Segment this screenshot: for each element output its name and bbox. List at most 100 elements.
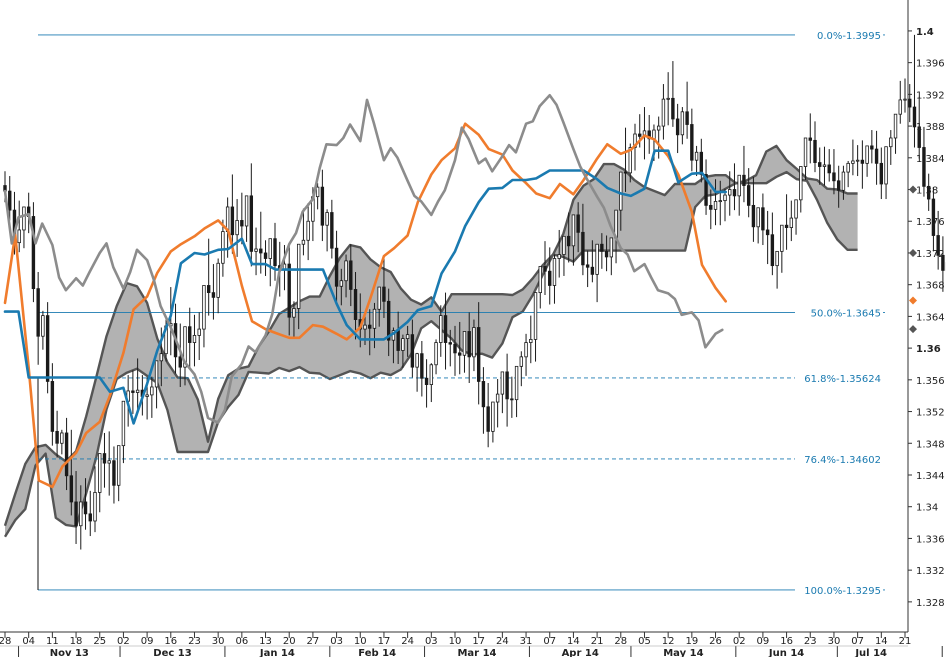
x-tick-label: 21 — [591, 636, 604, 647]
candle — [434, 339, 438, 375]
candle — [874, 130, 879, 185]
candle — [353, 271, 358, 340]
candle-body — [405, 334, 410, 339]
candle-body — [112, 460, 116, 486]
candle-body — [107, 460, 111, 464]
candle-body — [192, 335, 197, 343]
x-tick-label: 27 — [307, 636, 320, 647]
candle-body — [543, 266, 547, 272]
candle-body — [315, 186, 320, 198]
candle-body — [789, 217, 794, 228]
candle-body — [784, 224, 789, 228]
candle-body — [244, 195, 249, 227]
price-marker — [909, 185, 917, 194]
candle — [405, 325, 410, 357]
x-tick-label: 02 — [733, 636, 746, 647]
candle-body — [832, 172, 836, 182]
x-tick-label: 31 — [520, 636, 533, 647]
candle-body — [60, 432, 64, 444]
candle-body — [102, 453, 107, 464]
candle — [879, 147, 884, 200]
month-label: Feb 14 — [358, 648, 396, 657]
candle — [604, 235, 609, 272]
candle — [88, 490, 92, 537]
candle — [548, 247, 552, 305]
candle — [429, 363, 434, 403]
candle-body — [699, 151, 704, 175]
candle — [55, 410, 59, 458]
candle — [576, 202, 580, 253]
fib-label-2: 61.8%-1.35624 — [804, 374, 881, 385]
x-tick-label: 09 — [141, 636, 154, 647]
candle — [448, 329, 452, 367]
y-tick-label: 1.348 — [916, 439, 945, 450]
candle — [458, 321, 462, 375]
candle-body — [64, 432, 69, 477]
candle-body — [685, 111, 689, 125]
candle — [519, 351, 524, 387]
candle — [841, 165, 846, 200]
candle — [860, 140, 865, 189]
candle-body — [211, 292, 216, 298]
candle — [538, 266, 542, 309]
candle — [135, 358, 140, 411]
candle-body — [519, 356, 524, 367]
candle-body — [235, 220, 239, 236]
candle-body — [889, 137, 893, 148]
candle-body — [17, 229, 21, 244]
candle — [794, 199, 798, 235]
candle — [571, 214, 576, 266]
candle — [45, 302, 50, 394]
candle-body — [415, 353, 419, 368]
candle — [524, 333, 528, 376]
candle-body — [704, 174, 708, 206]
candle — [254, 227, 258, 276]
candle-body — [571, 214, 576, 247]
candle-body — [737, 174, 741, 197]
candle-body — [728, 189, 732, 196]
candle — [334, 230, 339, 304]
candle — [600, 233, 604, 269]
candle — [31, 202, 36, 303]
cloud-fill — [5, 145, 858, 537]
candle — [728, 171, 732, 216]
fibonacci-levels: 0.0%-1.3995 50.0%-1.3645 61.8%-1.35624 76.4… — [37, 28, 885, 597]
candle-body — [420, 353, 424, 379]
candle-body — [585, 264, 590, 268]
candle — [941, 236, 945, 292]
candle-body — [472, 327, 476, 358]
x-tick-label: 07 — [851, 636, 864, 647]
candle-body — [860, 159, 865, 164]
x-tick-label: 17 — [378, 636, 391, 647]
candle — [178, 323, 182, 387]
candle — [188, 307, 192, 370]
candle — [344, 254, 348, 298]
candle — [64, 417, 69, 491]
candle-body — [386, 300, 391, 341]
candle-body — [424, 377, 429, 385]
candle-body — [401, 338, 405, 351]
candle — [661, 84, 666, 140]
candle — [69, 429, 74, 516]
candle-body — [576, 214, 580, 233]
candle — [183, 326, 187, 386]
y-tick-label: 1.376 — [916, 217, 945, 228]
candle-body — [448, 342, 452, 345]
fib-label-bg-3 — [795, 452, 883, 465]
candle — [287, 245, 291, 336]
candle — [467, 312, 471, 384]
candle — [690, 108, 694, 172]
candle-body — [884, 146, 888, 185]
candle-body — [548, 270, 552, 286]
candle-body — [638, 133, 642, 137]
candle — [386, 288, 391, 357]
candle — [898, 80, 902, 124]
candle-body — [836, 180, 841, 191]
candle-body — [903, 98, 907, 101]
x-tick-label: 03 — [330, 636, 343, 647]
candle-body — [22, 206, 26, 231]
x-tick-label: 17 — [472, 636, 485, 647]
candle — [22, 206, 26, 249]
candle-body — [36, 288, 40, 337]
tenkan-line — [3, 122, 728, 489]
